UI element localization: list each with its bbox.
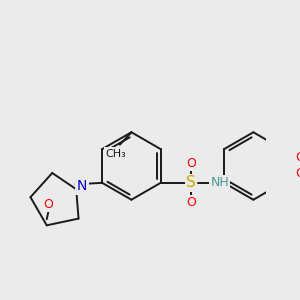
Text: O: O (186, 157, 196, 170)
Text: O: O (44, 197, 53, 211)
Text: NH: NH (210, 176, 229, 189)
Text: CH₃: CH₃ (105, 148, 126, 159)
Text: O: O (296, 152, 300, 164)
Text: O: O (186, 196, 196, 209)
Text: N: N (77, 179, 87, 193)
Text: S: S (186, 176, 196, 190)
Text: O: O (296, 167, 300, 181)
